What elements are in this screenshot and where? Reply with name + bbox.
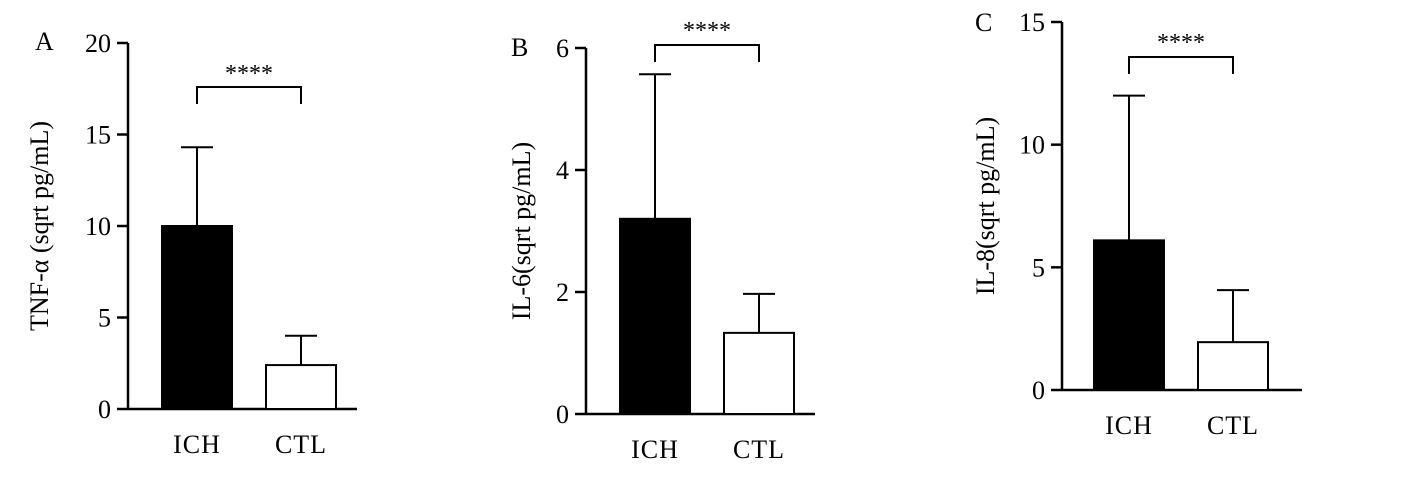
significance-bracket (654, 44, 760, 62)
x-category-label: ICH (631, 435, 679, 464)
y-axis-label: TNF-α (sqrt pg/mL) (25, 121, 54, 331)
significance-bracket (196, 86, 302, 104)
bar-ctl (1197, 341, 1269, 392)
y-tick-label: 10 (1019, 131, 1045, 160)
significance-label: **** (225, 61, 273, 87)
y-tick-label: 5 (98, 304, 111, 333)
y-axis-label: IL-8(sqrt pg/mL) (971, 117, 1000, 295)
y-tick-label: 20 (85, 29, 111, 58)
panel-b: B 0 2 4 6 IL-6(sqrt pg/mL) ICH CTL **** (507, 18, 815, 464)
x-category-label: CTL (733, 435, 785, 464)
y-tick-label: 4 (556, 156, 569, 185)
x-category-label: ICH (1105, 411, 1153, 440)
bar-ich (619, 217, 691, 415)
significance-label: **** (683, 18, 731, 44)
panel-c: C 0 5 10 15 IL-8(sqrt pg/mL) ICH CTL **** (971, 8, 1302, 440)
y-tick-label: 5 (1032, 253, 1045, 282)
y-tick-label: 2 (556, 278, 569, 307)
panel-letter: C (975, 8, 992, 37)
x-category-label: CTL (1207, 411, 1259, 440)
bar-ich (1093, 239, 1165, 391)
y-axis-label: IL-6(sqrt pg/mL) (507, 142, 536, 320)
y-tick-label: 0 (556, 400, 569, 429)
bar-ctl (723, 331, 795, 415)
x-category-label: CTL (275, 430, 327, 459)
panel-letter: B (511, 33, 528, 62)
y-tick-label: 15 (1019, 8, 1045, 37)
panel-letter: A (35, 27, 54, 56)
y-tick-label: 15 (85, 121, 111, 150)
bar-ctl (265, 364, 337, 410)
bar-ich (161, 225, 233, 410)
y-tick-label: 10 (85, 212, 111, 241)
y-tick-label: 6 (556, 34, 569, 63)
significance-label: **** (1157, 30, 1205, 56)
x-category-label: ICH (173, 430, 221, 459)
y-tick-label: 0 (1032, 376, 1045, 405)
y-tick-label: 0 (98, 395, 111, 424)
panel-a: A 0 5 10 15 20 TNF-α (sqrt pg/mL) ICH CTL **** (25, 27, 357, 459)
significance-bracket (1128, 56, 1234, 74)
